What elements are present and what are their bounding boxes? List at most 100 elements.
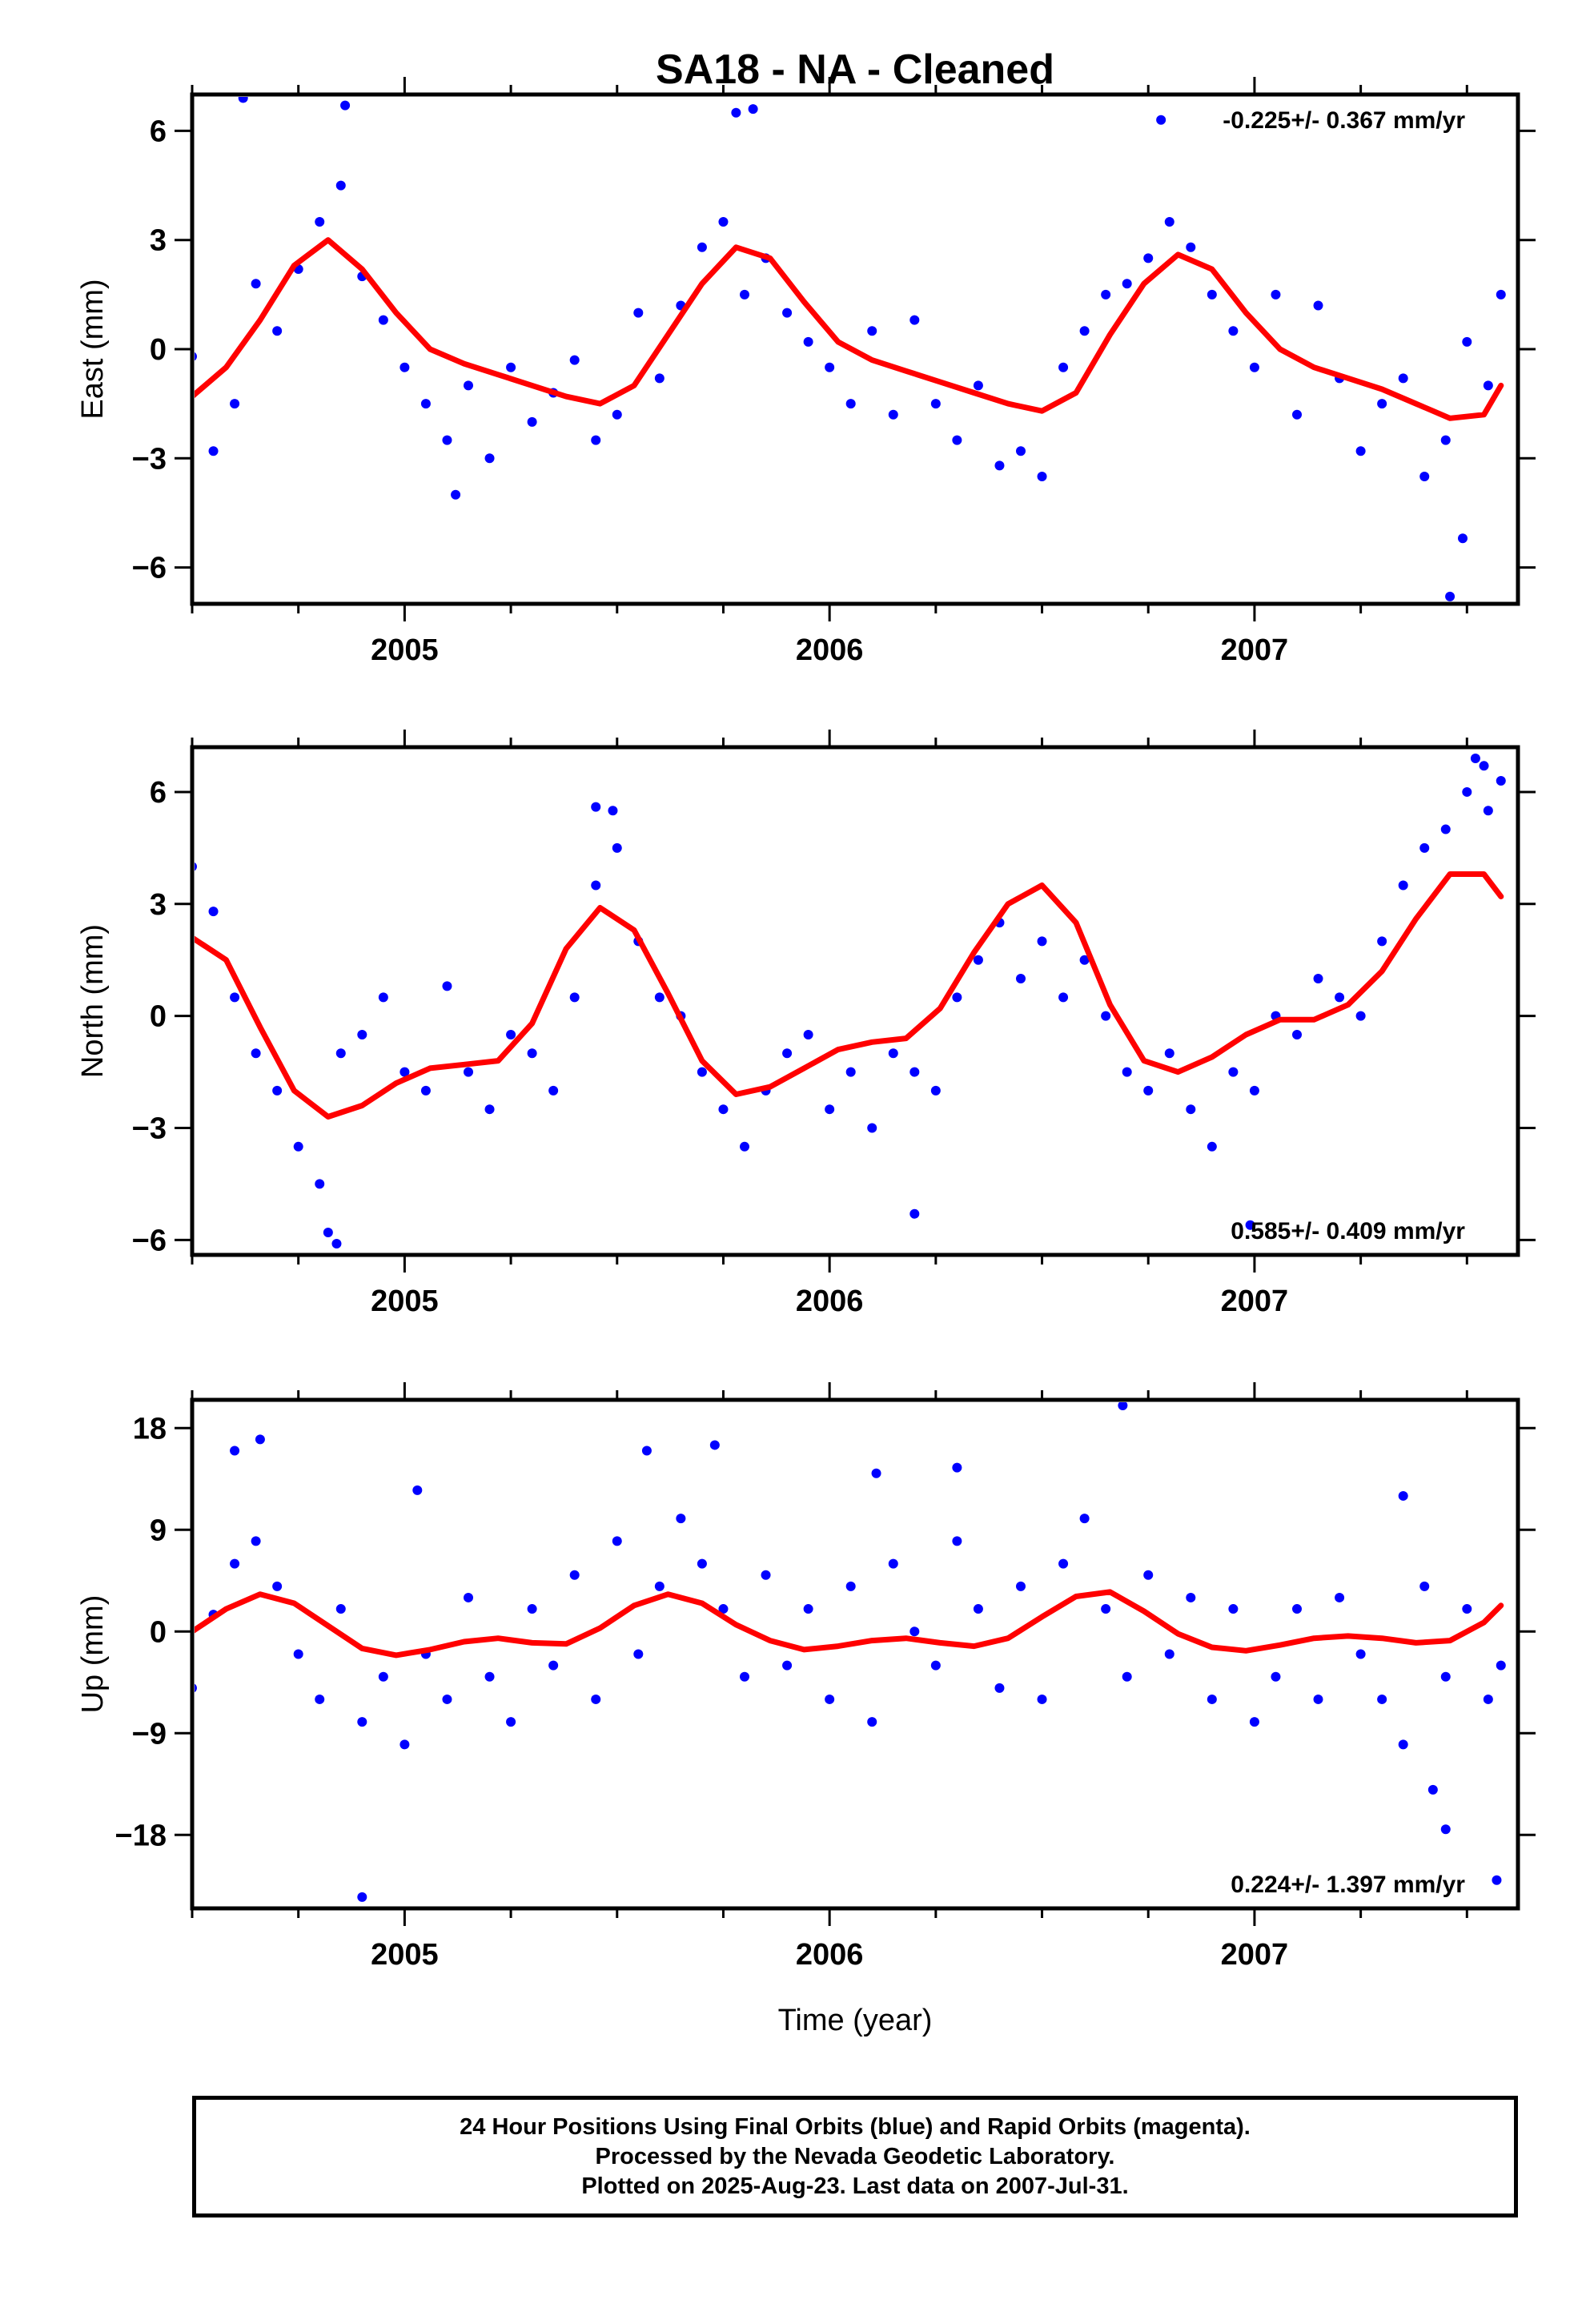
data-point bbox=[612, 842, 622, 853]
x-tick-label: 2007 bbox=[1221, 633, 1289, 667]
data-point bbox=[591, 435, 601, 445]
data-point bbox=[331, 1239, 342, 1249]
data-point bbox=[1058, 992, 1069, 1003]
data-point bbox=[676, 1514, 686, 1524]
y-tick-label: 9 bbox=[150, 1514, 167, 1547]
data-point bbox=[633, 308, 644, 318]
data-point bbox=[591, 1694, 601, 1704]
data-point bbox=[1377, 1694, 1387, 1704]
velocity-label: 0.224+/- 1.397 mm/yr bbox=[1231, 1872, 1465, 1898]
y-tick-label: 6 bbox=[150, 115, 167, 148]
data-point bbox=[323, 1228, 333, 1238]
data-point bbox=[718, 217, 729, 227]
trend-line bbox=[195, 871, 1504, 1120]
velocity-label: 0.585+/- 0.409 mm/yr bbox=[1231, 1218, 1465, 1244]
data-point bbox=[740, 289, 749, 300]
data-point bbox=[1016, 974, 1026, 984]
data-point bbox=[166, 880, 175, 890]
y-tick-label: 18 bbox=[133, 1412, 167, 1445]
data-point bbox=[378, 992, 388, 1003]
data-point bbox=[1496, 289, 1506, 300]
data-point bbox=[1419, 842, 1430, 853]
data-point bbox=[195, 1683, 197, 1693]
data-point bbox=[335, 1048, 346, 1059]
data-point bbox=[1207, 289, 1217, 300]
data-point bbox=[1118, 1402, 1128, 1411]
y-tick-label: 6 bbox=[150, 776, 167, 810]
data-point bbox=[1249, 1085, 1259, 1096]
data-point bbox=[1122, 1067, 1132, 1077]
data-point bbox=[1122, 1671, 1132, 1682]
data-point bbox=[1462, 1604, 1472, 1614]
data-point bbox=[195, 862, 197, 871]
data-point bbox=[591, 880, 601, 891]
data-point bbox=[154, 1650, 163, 1659]
data-point bbox=[1016, 1581, 1026, 1591]
y-tick-label: 0 bbox=[150, 1000, 167, 1034]
data-point bbox=[315, 1694, 325, 1704]
data-point bbox=[527, 416, 537, 427]
data-point bbox=[251, 279, 261, 289]
data-point bbox=[1079, 326, 1090, 336]
data-point bbox=[400, 1067, 410, 1077]
data-point bbox=[378, 1671, 388, 1682]
data-point bbox=[506, 1717, 516, 1727]
data-point bbox=[930, 1085, 941, 1096]
data-point bbox=[1335, 992, 1345, 1003]
data-point bbox=[484, 1671, 495, 1682]
data-point bbox=[845, 399, 856, 409]
y-tick-label: 0 bbox=[150, 333, 167, 367]
data-point bbox=[803, 1029, 813, 1039]
data-point bbox=[1186, 1104, 1196, 1115]
data-point bbox=[1398, 880, 1408, 891]
x-tick-label: 2006 bbox=[796, 1938, 864, 1972]
data-point bbox=[1271, 1671, 1281, 1682]
data-point bbox=[1355, 1011, 1366, 1021]
data-point bbox=[1143, 253, 1154, 263]
data-point bbox=[1458, 533, 1468, 544]
data-point bbox=[315, 217, 325, 227]
data-point bbox=[442, 981, 452, 991]
x-tick-label: 2006 bbox=[796, 1285, 864, 1318]
footer-line-2: Processed by the Nevada Geodetic Laborat… bbox=[595, 2143, 1115, 2169]
data-point bbox=[230, 399, 240, 409]
data-point bbox=[442, 1694, 452, 1704]
data-point bbox=[608, 806, 618, 816]
data-point bbox=[697, 1067, 707, 1077]
data-point bbox=[952, 435, 962, 445]
data-point bbox=[1419, 1581, 1430, 1591]
data-point bbox=[412, 1485, 423, 1495]
data-point bbox=[527, 1048, 537, 1059]
data-point bbox=[1058, 362, 1069, 372]
data-point bbox=[1122, 279, 1132, 289]
y-tick-label: −6 bbox=[132, 1224, 167, 1257]
plot-area-1 bbox=[195, 97, 1506, 601]
y-tick-label: −9 bbox=[132, 1717, 167, 1751]
data-point bbox=[845, 1067, 856, 1077]
data-point bbox=[251, 1536, 261, 1546]
data-point bbox=[803, 1604, 813, 1614]
y-tick-label: −3 bbox=[132, 442, 167, 476]
data-point bbox=[464, 1592, 473, 1602]
data-point bbox=[230, 992, 240, 1003]
data-point bbox=[1492, 1875, 1502, 1885]
data-point bbox=[867, 1123, 877, 1133]
data-point bbox=[952, 1536, 962, 1546]
data-point bbox=[633, 1649, 644, 1659]
data-point bbox=[1292, 409, 1302, 420]
data-point bbox=[238, 97, 248, 103]
data-point bbox=[1496, 775, 1506, 786]
data-point bbox=[888, 1048, 898, 1059]
data-point bbox=[1164, 217, 1174, 227]
data-point bbox=[357, 1892, 367, 1902]
data-point bbox=[527, 1604, 537, 1614]
data-point bbox=[612, 1536, 622, 1546]
data-point bbox=[1377, 936, 1387, 947]
data-point bbox=[1271, 289, 1281, 300]
data-point bbox=[871, 1468, 881, 1478]
data-point bbox=[1101, 1011, 1111, 1021]
data-point bbox=[569, 992, 580, 1003]
data-point bbox=[718, 1104, 729, 1115]
data-point bbox=[230, 1445, 240, 1456]
